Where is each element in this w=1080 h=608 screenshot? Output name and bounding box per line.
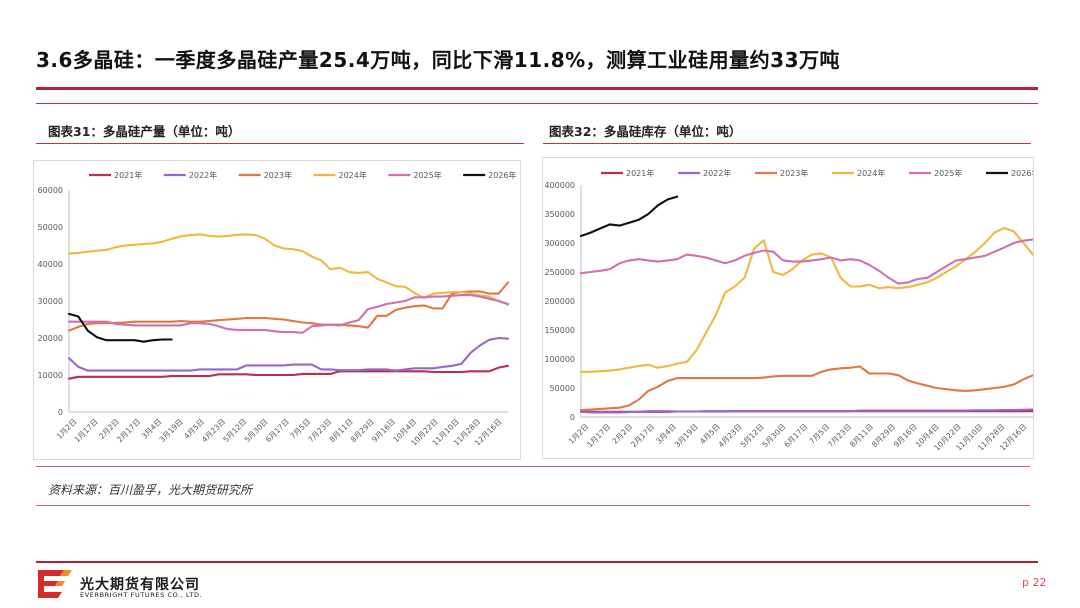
page-number: p 22	[1022, 576, 1047, 589]
production-legend-label: 2025年	[413, 170, 441, 180]
production-y-tick-label: 10000	[38, 371, 63, 380]
inventory-legend-item: 2021年	[601, 168, 654, 178]
production-legend-item: 2023年	[238, 170, 292, 180]
page-title: 3.6多晶硅：一季度多晶硅产量25.4万吨，同比下滑11.8%，测算工业硅用量约…	[36, 48, 840, 72]
production-y-tick-label: 60000	[38, 186, 63, 195]
brand-name-en: EVERBRIGHT FUTURES CO., LTD.	[80, 591, 203, 599]
inventory-y-tick-label: 350000	[544, 210, 575, 219]
source-rule-bottom	[36, 505, 1030, 506]
everbright-logo	[38, 570, 72, 598]
inventory-series-line	[579, 408, 1035, 414]
inventory-series-line	[579, 365, 1035, 412]
production-legend-label: 2024年	[339, 170, 367, 180]
inventory-y-tick-label: 400000	[544, 181, 575, 190]
production-legend-label: 2021年	[114, 170, 142, 180]
production-x-tick-label: 1月17日	[73, 417, 100, 444]
production-legend-label: 2022年	[189, 170, 217, 180]
title-underline	[36, 87, 1038, 90]
inventory-legend-label: 2023年	[780, 168, 808, 178]
footer-rule	[36, 561, 1038, 563]
production-chart-svg: 01000020000300004000050000600001月2日1月17日…	[38, 170, 517, 448]
inventory-y-tick-label: 250000	[544, 268, 575, 277]
inventory-series-line	[579, 226, 1035, 373]
production-legend-label: 2023年	[264, 170, 292, 180]
production-legend-label: 2026年	[488, 170, 516, 180]
inventory-x-tick-label: 3月19日	[673, 422, 700, 449]
inventory-legend-item: 2024年	[832, 168, 885, 178]
inventory-legend-label: 2021年	[626, 168, 654, 178]
production-y-tick-label: 40000	[38, 260, 63, 269]
inventory-y-tick-label: 200000	[544, 297, 575, 306]
inventory-legend-label: 2022年	[703, 168, 731, 178]
production-legend-item: 2021年	[89, 170, 142, 180]
production-y-tick-label: 50000	[38, 223, 63, 232]
inventory-y-tick-label: 50000	[550, 384, 575, 393]
production-legend-item: 2025年	[388, 170, 442, 180]
inventory-y-tick-label: 100000	[544, 355, 575, 364]
production-series-line	[67, 233, 510, 306]
caption-rule-left	[36, 143, 524, 144]
brand-name-cn: 光大期货有限公司	[80, 577, 200, 593]
production-y-tick-label: 20000	[38, 334, 63, 343]
inventory-legend-item: 2026年	[986, 168, 1039, 178]
production-legend-item: 2024年	[313, 170, 367, 180]
source-rule-top	[36, 466, 1030, 467]
production-series-line	[67, 364, 510, 380]
production-y-tick-label: 30000	[38, 297, 63, 306]
inventory-legend-label: 2025年	[934, 168, 962, 178]
production-chart: 0 10000 20000 30000 40000 50000 60000 1月2日 1月17日…	[33, 160, 521, 460]
inventory-chart-svg: 0 50000 100000 150000 200000 250000 300000 3500…	[544, 168, 1039, 453]
inventory-legend-item: 2023年	[755, 168, 808, 178]
production-x-tick-label: 3月19日	[158, 417, 185, 444]
figure-caption-production: 图表31：多晶硅产量（单位：吨）	[48, 124, 241, 139]
inventory-x-tick-label: 6月17日	[782, 422, 809, 449]
production-legend-item: 2022年	[163, 170, 217, 180]
production-series-line	[67, 294, 510, 334]
production-x-tick-label: 6月17日	[264, 417, 291, 444]
production-series-line	[67, 312, 173, 343]
production-series-line	[67, 336, 510, 372]
inventory-legend-item: 2025年	[909, 168, 962, 178]
inventory-x-tick-label: 2月17日	[629, 422, 656, 449]
production-y-tick-label: 0	[58, 408, 63, 417]
inventory-y-tick-label: 0	[570, 413, 575, 422]
inventory-series-line	[579, 238, 1035, 285]
caption-rule-right	[543, 143, 1031, 144]
production-series-line	[67, 281, 510, 332]
figure-caption-inventory: 图表32：多晶硅库存（单位：吨）	[549, 124, 742, 139]
production-legend-item: 2026年	[463, 170, 517, 180]
inventory-y-tick-label: 300000	[544, 239, 575, 248]
inventory-chart: 0 50000 100000 150000 200000 250000 300000 3500…	[542, 157, 1039, 459]
inventory-legend-item: 2022年	[678, 168, 731, 178]
inventory-legend-label: 2026年	[1011, 168, 1033, 178]
header-rule	[36, 103, 1038, 104]
inventory-y-tick-label: 150000	[544, 326, 575, 335]
inventory-series-line	[579, 195, 679, 238]
inventory-legend-label: 2024年	[857, 168, 885, 178]
inventory-x-tick-label: 1月17日	[585, 422, 612, 449]
production-x-tick-label: 2月17日	[115, 417, 142, 444]
source-note: 资料来源：百川盈孚，光大期货研究所	[48, 483, 253, 497]
